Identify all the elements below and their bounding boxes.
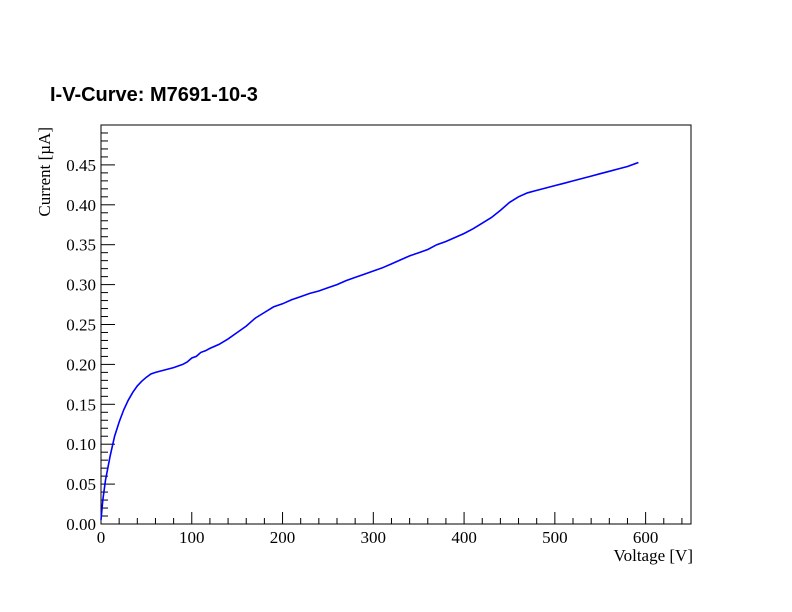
y-tick-label: 0.15 <box>66 395 96 414</box>
y-tick-label: 0.20 <box>66 355 96 374</box>
x-tick-label: 200 <box>270 528 296 547</box>
x-tick-label: 0 <box>97 528 106 547</box>
current-series-line <box>100 161 639 521</box>
y-tick-labels: 0.00 0.05 0.10 0.15 0.20 0.25 0.30 0.35 0.40 0.45 <box>66 156 96 534</box>
y-axis-label: Current [µA] <box>35 127 54 217</box>
y-tick-label: 0.10 <box>66 435 96 454</box>
x-axis-label: Voltage [V] <box>614 546 693 565</box>
x-tick-labels: 0 100 200 300 400 500 600 <box>97 528 659 547</box>
x-tick-label: 100 <box>179 528 205 547</box>
major-ticks <box>100 164 647 525</box>
x-tick-label: 600 <box>633 528 659 547</box>
y-tick-label: 0.35 <box>66 236 96 255</box>
x-tick-label: 300 <box>361 528 387 547</box>
y-tick-label: 0.30 <box>66 276 96 295</box>
y-tick-label: 0.45 <box>66 156 96 175</box>
chart-title: I-V-Curve: M7691-10-3 <box>50 84 258 106</box>
y-tick-label: 0.00 <box>66 515 96 534</box>
x-tick-label: 500 <box>542 528 568 547</box>
y-tick-label: 0.05 <box>66 475 96 494</box>
y-tick-label: 0.25 <box>66 316 96 335</box>
y-tick-label: 0.40 <box>66 196 96 215</box>
minor-ticks <box>101 132 683 524</box>
x-tick-label: 400 <box>451 528 477 547</box>
plot-frame <box>100 124 692 525</box>
